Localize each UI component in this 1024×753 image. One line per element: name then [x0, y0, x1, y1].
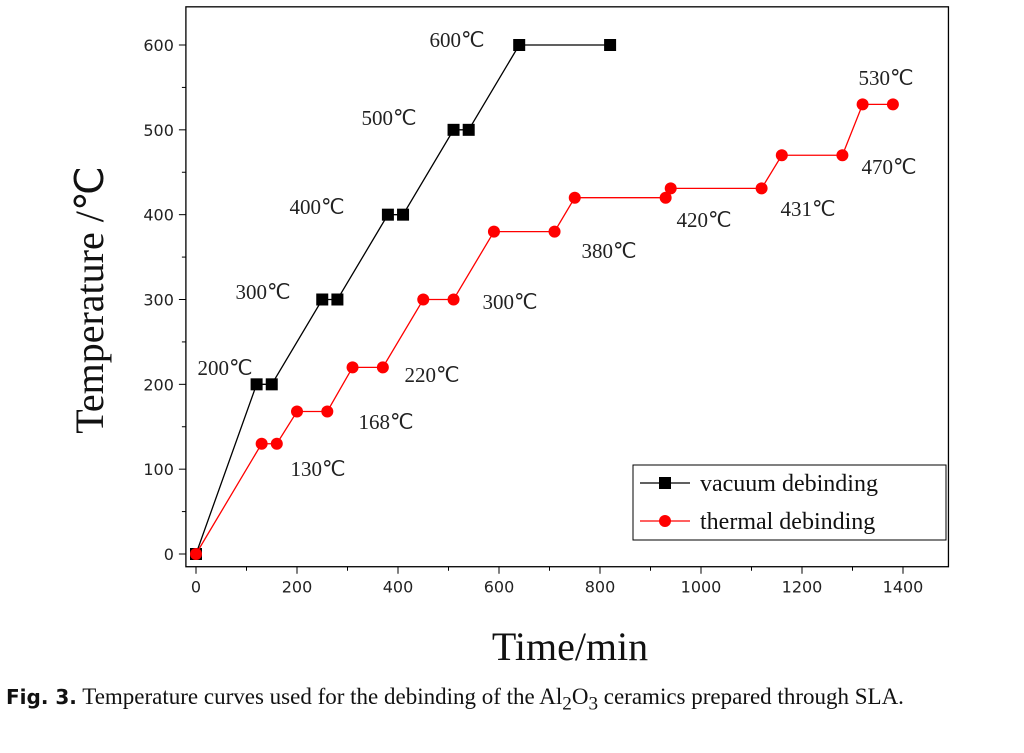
data-label: 420℃: [676, 208, 731, 232]
x-tick-label: 1000: [681, 578, 722, 597]
x-tick-label: 0: [191, 578, 201, 597]
data-point-square: [397, 208, 410, 221]
x-tick-label: 400: [383, 578, 414, 597]
data-label: 470℃: [861, 155, 916, 179]
data-label: 530℃: [858, 66, 913, 90]
data-label: 300℃: [235, 280, 290, 304]
data-point-circle: [190, 548, 202, 560]
figure-caption: Fig. 3. Temperature curves used for the …: [6, 682, 1021, 720]
data-label: 600℃: [429, 28, 484, 52]
data-point-circle: [775, 149, 788, 162]
data-point-square: [513, 39, 526, 51]
x-tick-label: 200: [282, 578, 313, 597]
data-point-square: [381, 208, 394, 221]
x-tick-label: 1400: [883, 578, 924, 597]
data-point-circle: [659, 191, 672, 204]
y-tick-label: 500: [143, 121, 174, 140]
data-label: 220℃: [404, 363, 459, 387]
y-tick-label: 200: [143, 375, 174, 394]
data-point-square: [316, 293, 329, 306]
data-point-circle: [886, 98, 899, 111]
legend-marker-circle: [659, 515, 671, 527]
plot-frame: [185, 6, 950, 568]
legend-label: vacuum debinding: [700, 471, 878, 497]
data-point-circle: [836, 149, 849, 162]
chart: 0 200 400 600 800 1000 1200 1400 0 100 200 300 400 50…: [67, 6, 950, 669]
data-point-circle: [447, 293, 460, 306]
data-point-circle: [755, 182, 768, 195]
y-tick-label: 300: [143, 291, 174, 310]
data-label: 400℃: [289, 195, 344, 219]
x-tick-label: 600: [484, 578, 515, 597]
data-point-circle: [270, 437, 283, 450]
caption-sub: 2: [562, 693, 572, 715]
data-label: 431℃: [780, 197, 835, 221]
data-point-square: [250, 378, 263, 391]
y-tick-label: 400: [143, 206, 174, 225]
data-label: 300℃: [482, 290, 537, 314]
caption-sub: 3: [588, 693, 599, 715]
legend-box: [632, 464, 947, 541]
y-tick-label: 0: [164, 545, 174, 564]
legend-label: thermal debinding: [700, 509, 875, 535]
data-point-circle: [376, 361, 389, 374]
x-tick-label: 800: [585, 578, 616, 597]
data-point-square: [331, 293, 344, 306]
caption-text: O: [571, 684, 589, 709]
legend-marker-square: [659, 477, 671, 489]
caption-text: Temperature curves used for the debindin…: [82, 684, 563, 709]
data-point-circle: [255, 437, 268, 450]
x-tick-label: 1200: [782, 578, 823, 597]
legend: vacuum debinding thermal debinding: [632, 464, 947, 541]
data-point-square: [265, 378, 278, 391]
data-point-circle: [417, 293, 430, 306]
data-point-circle: [856, 98, 869, 111]
data-point-circle: [321, 405, 334, 418]
data-point-circle: [487, 225, 500, 238]
data-point-circle: [568, 191, 581, 204]
data-point-square: [447, 123, 460, 136]
y-axis-label: Temperature /℃: [67, 166, 112, 434]
data-point-square: [604, 39, 617, 51]
y-tick-label: 100: [143, 460, 174, 479]
caption-label: Fig. 3.: [6, 685, 77, 709]
data-point-circle: [664, 182, 677, 195]
data-label: 168℃: [358, 410, 413, 434]
data-label: 200℃: [197, 356, 252, 380]
data-point-circle: [548, 225, 561, 238]
data-point-circle: [291, 405, 303, 418]
data-point-square: [462, 123, 475, 136]
caption-text: ceramics prepared through SLA.: [598, 684, 904, 709]
y-tick-label: 600: [143, 36, 174, 55]
data-point-circle: [346, 361, 359, 374]
data-label: 130℃: [290, 457, 345, 481]
x-axis-label: Time/min: [492, 624, 648, 669]
data-label: 380℃: [581, 239, 636, 263]
data-label: 500℃: [361, 106, 416, 130]
